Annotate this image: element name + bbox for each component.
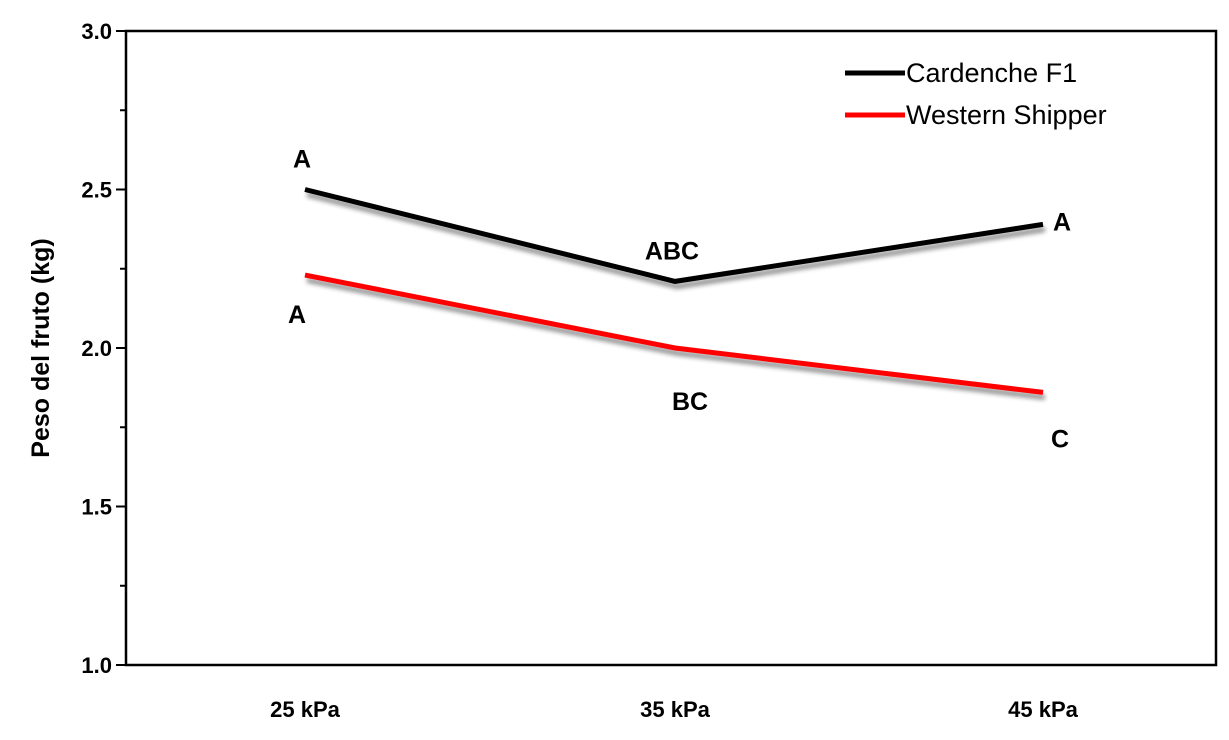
y-axis: 1.0 1.5 2.0 2.5 3.0 [81, 19, 126, 678]
point-label: ABC [645, 237, 699, 265]
point-label: BC [672, 388, 708, 416]
series-lines [305, 189, 1043, 392]
x-tick-label: 25 kPa [270, 697, 340, 722]
point-label: C [1051, 425, 1069, 453]
point-label: A [293, 146, 311, 174]
legend-label: Cardenche F1 [906, 58, 1077, 88]
point-label: A [288, 301, 306, 329]
y-tick-label: 3.0 [81, 19, 112, 44]
x-tick-label: 35 kPa [640, 697, 710, 722]
y-axis-title: Peso del fruto (kg) [27, 238, 55, 457]
x-tick-label: 45 kPa [1008, 697, 1078, 722]
series-line-1 [305, 190, 1043, 282]
y-tick-label: 2.0 [81, 336, 112, 361]
y-tick-label: 1.0 [81, 653, 112, 678]
y-tick-label: 2.5 [81, 178, 112, 203]
legend: Cardenche F1 Western Shipper [845, 58, 1107, 130]
legend-label: Western Shipper [906, 100, 1107, 130]
point-label: A [1053, 208, 1071, 236]
y-tick-label: 1.5 [81, 495, 112, 520]
series-line-2 [305, 275, 1043, 392]
x-axis: 25 kPa 35 kPa 45 kPa [270, 697, 1078, 722]
